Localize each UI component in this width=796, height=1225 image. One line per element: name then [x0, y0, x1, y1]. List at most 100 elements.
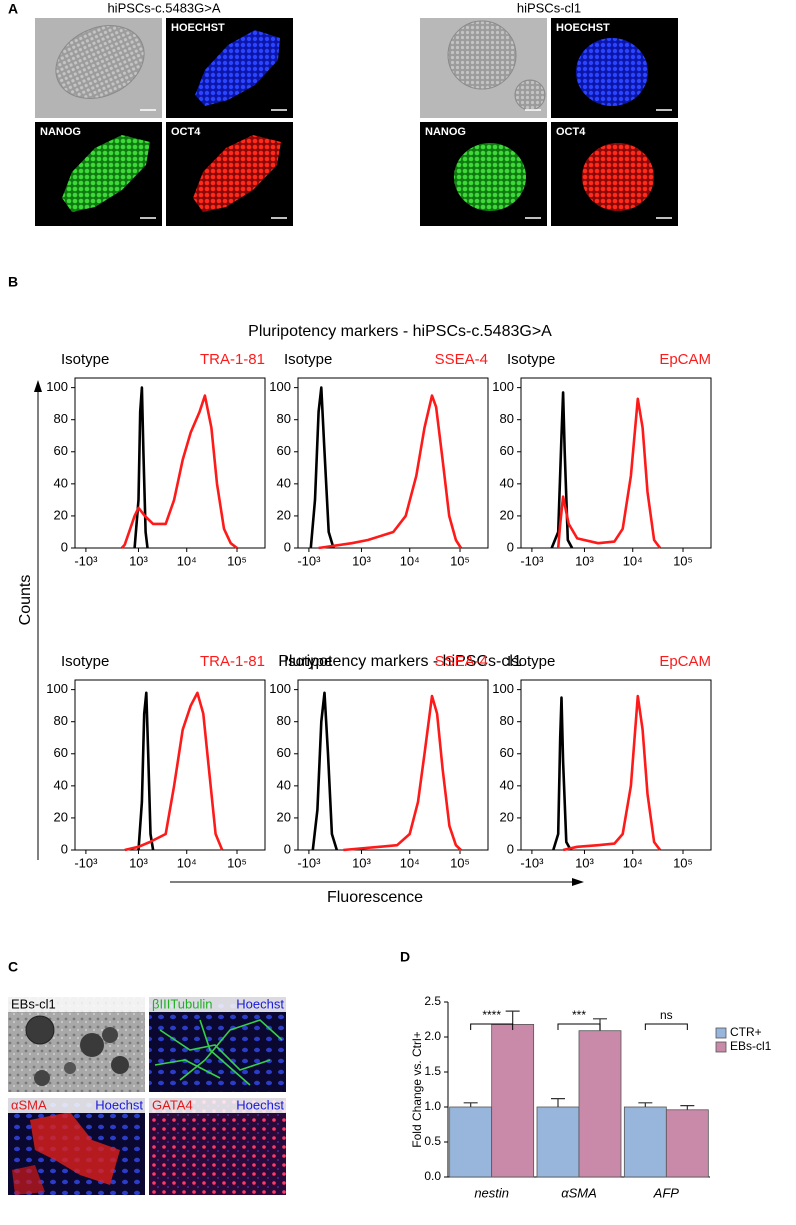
y-tick-label: 20	[500, 809, 514, 824]
colony	[62, 135, 150, 212]
y-tick-label: 20	[277, 507, 291, 522]
image-label: Hoechst	[236, 1097, 284, 1112]
legend-swatch	[715, 1041, 727, 1053]
x-tick-label: αSMA	[561, 1185, 597, 1200]
plot-frame	[520, 679, 712, 851]
y-tick-label: 100	[46, 379, 68, 394]
error-bar	[505, 1010, 520, 1025]
y-tick-label: 40	[500, 475, 514, 490]
x-tick-label: 10³	[575, 855, 594, 870]
histogram-line	[137, 691, 155, 851]
y-tick-label: 60	[277, 745, 291, 760]
legend-swatch	[715, 1027, 727, 1039]
plot-frame	[297, 679, 489, 851]
panel-label: C	[8, 959, 18, 975]
histogram-line	[562, 694, 662, 852]
image-group: hiPSCs-cl1 HOECHST NANOG OCT4	[420, 0, 678, 226]
x-tick-label: 10³	[129, 553, 148, 568]
y-tick-label: 40	[277, 777, 291, 792]
colony	[55, 25, 145, 99]
x-tick-label: -10³	[297, 855, 321, 870]
embryoid-body	[102, 1027, 118, 1043]
image-group: EBs-cl1 βIIITubulin Hoechst αSMA Hoechst…	[8, 996, 286, 1195]
x-tick-label: -10³	[520, 553, 544, 568]
scale-bars	[140, 109, 672, 219]
error-bar	[551, 1098, 565, 1107]
bar	[578, 1030, 622, 1178]
label-strip	[149, 1098, 286, 1113]
embryoid-body	[34, 1070, 50, 1086]
bar	[491, 1024, 535, 1178]
y-tick-label: 0	[507, 841, 514, 856]
y-tick-label: 20	[277, 809, 291, 824]
y-tick-label: 100	[492, 681, 514, 696]
sma-signal	[12, 1165, 45, 1195]
image-group: hiPSCs-c.5483G>A HOECHST NANOG OCT4	[35, 0, 293, 226]
image-label: βIIITubulin	[152, 996, 212, 1011]
y-tick-label: 40	[54, 777, 68, 792]
panel-label: D	[400, 949, 410, 965]
colony	[454, 143, 526, 211]
embryoid-body	[80, 1033, 104, 1057]
plot-frame	[297, 377, 489, 549]
legend-label: EBs-cl1	[730, 1039, 772, 1053]
x-tick-label: 10⁵	[673, 553, 693, 568]
x-tick-label: 10⁴	[400, 553, 420, 568]
x-tick-label: nestin	[474, 1185, 509, 1200]
y-tick-label: 0	[284, 841, 291, 856]
y-tick-label: 0	[284, 539, 291, 554]
group-title: hiPSCs-c.5483G>A	[107, 0, 220, 15]
y-tick-label: 1.0	[424, 1099, 441, 1113]
y-tick-label: 2.0	[424, 1029, 441, 1043]
legend-label: SSEA-4	[435, 351, 488, 368]
y-axis-title: Counts	[17, 575, 34, 626]
significance-bracket	[557, 1023, 601, 1030]
histogram-line	[343, 694, 462, 852]
label-strip	[149, 997, 286, 1012]
y-tick-label: 0	[507, 539, 514, 554]
x-tick-label: 10⁴	[400, 855, 420, 870]
bar	[449, 1106, 493, 1178]
plot-frame	[74, 377, 266, 549]
histogram-line	[318, 394, 463, 550]
histogram-line	[120, 394, 238, 550]
legend-label: Isotype	[284, 351, 332, 368]
y-tick-label: 80	[54, 713, 68, 728]
y-tick-label: 100	[269, 681, 291, 696]
x-tick-label: -10³	[520, 855, 544, 870]
bar	[665, 1109, 709, 1178]
fluor-image	[149, 1098, 286, 1195]
y-axis-title: Fold Change vs. Ctrl+	[410, 1031, 424, 1147]
legend-label: EpCAM	[659, 351, 711, 368]
y-tick-label: 80	[54, 411, 68, 426]
legend-label: Isotype	[61, 653, 109, 670]
image-label: GATA4	[152, 1097, 193, 1112]
x-tick-label: 10⁵	[227, 553, 247, 568]
x-tick-label: 10³	[352, 855, 371, 870]
plot-frame	[520, 377, 712, 549]
significance-bracket	[470, 1023, 514, 1030]
image-label: Hoechst	[95, 1097, 143, 1112]
group-title: hiPSCs-cl1	[517, 0, 581, 15]
eb-image	[8, 997, 145, 1092]
x-axis-title: Fluorescence	[327, 889, 423, 906]
histogram-line	[556, 397, 662, 549]
legend-label: TRA-1-81	[200, 351, 265, 368]
embryoid-body	[111, 1056, 129, 1074]
panel-label: A	[8, 1, 18, 17]
y-tick-label: 2.5	[424, 994, 441, 1008]
y-tick-label: 20	[500, 507, 514, 522]
y-tick-label: 80	[277, 713, 291, 728]
colony	[195, 30, 280, 106]
y-tick-label: 80	[500, 411, 514, 426]
error-bar	[680, 1105, 695, 1110]
significance-label: ***	[572, 1008, 586, 1022]
histogram-line	[311, 691, 339, 851]
significance-label: ns	[660, 1008, 673, 1022]
legend-label: CTR+	[730, 1025, 762, 1039]
stain-label: HOECHST	[171, 22, 225, 34]
colony	[582, 143, 654, 211]
significance-bracket	[644, 1023, 688, 1030]
colony	[193, 135, 281, 212]
